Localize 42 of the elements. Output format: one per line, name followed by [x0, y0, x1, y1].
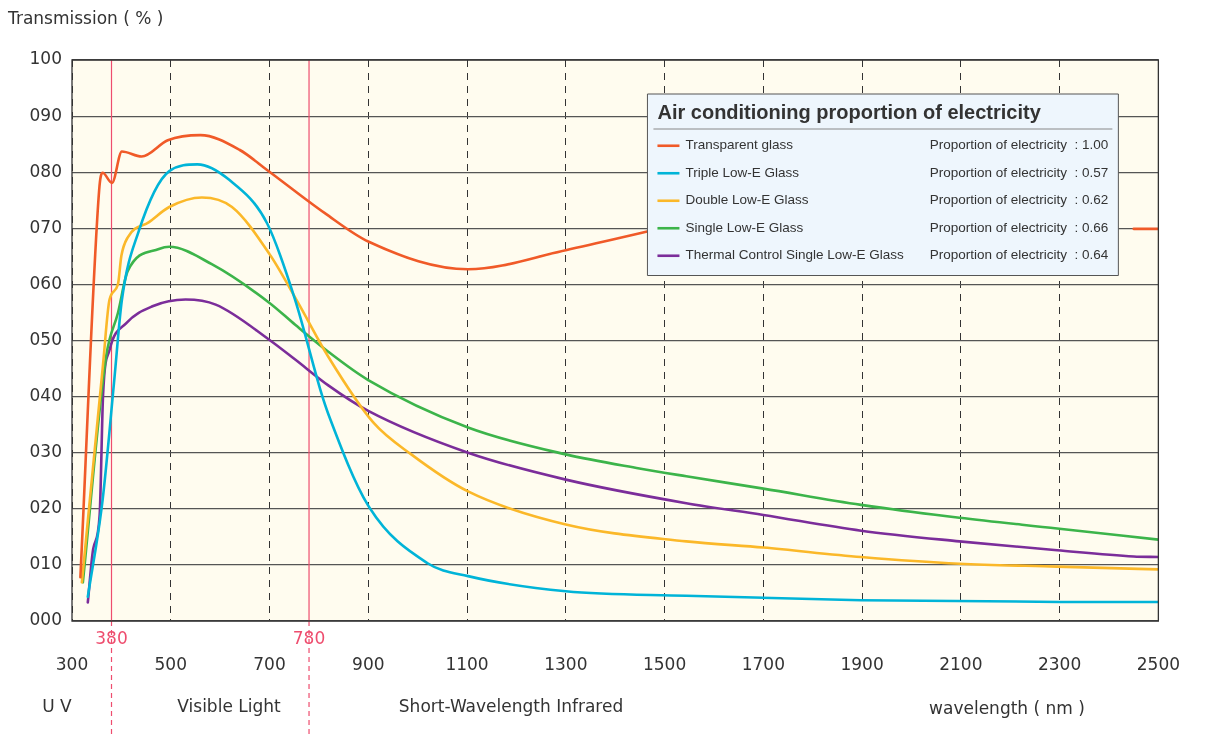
y-tick-label: 060 — [29, 272, 62, 293]
x-tick-label: 2300 — [1037, 653, 1082, 674]
annotation: Proportion of electricity : 1.00 — [929, 137, 1109, 153]
x-tick-label: 1500 — [642, 653, 687, 674]
y-tick-label: 070 — [29, 216, 62, 237]
y-tick-label: 000 — [29, 609, 62, 630]
legend-label: Double Low-E Glass — [685, 192, 809, 208]
y-tick-label: 050 — [29, 328, 62, 349]
legend-title: Air conditioning proportion of electricity — [657, 100, 1042, 123]
x-tick-label: 2100 — [939, 653, 983, 674]
text: Visible Light — [177, 696, 282, 717]
x-tick-label: 1300 — [544, 653, 588, 674]
y-tick-label: 030 — [29, 441, 62, 462]
ref-line-label: 780 — [292, 628, 326, 649]
ref-line-label: 380 — [95, 628, 128, 649]
x-tick-label: 2500 — [1136, 653, 1180, 674]
x-axis-title: wavelength ( nm ) — [929, 698, 1085, 719]
y-tick-label: 010 — [29, 553, 62, 574]
y-tick-label: 090 — [29, 104, 62, 125]
text: U V — [42, 696, 73, 717]
y-axis-title: Transmission ( % ) — [7, 8, 164, 29]
line-series — [86, 298, 1159, 604]
x-tick-label: 1100 — [445, 653, 489, 674]
legend-label: Triple Low-E Glass — [685, 164, 800, 180]
legend-label: Single Low-E Glass — [685, 219, 804, 235]
text: Short-Wavelength Infrared — [398, 696, 624, 717]
legend-label: Transparent glass — [685, 137, 794, 153]
legend-label: Thermal Control Single Low-E Glass — [685, 247, 905, 263]
x-tick-label: 1900 — [840, 653, 884, 674]
x-tick-label: 700 — [253, 653, 286, 674]
x-tick-label: 500 — [154, 653, 187, 674]
x-tick-label: 300 — [55, 653, 89, 674]
annotation: Proportion of electricity : 0.66 — [929, 219, 1109, 235]
y-tick-label: 100 — [29, 48, 62, 69]
y-tick-label: 020 — [29, 497, 62, 518]
annotation: Proportion of electricity : 0.62 — [929, 192, 1109, 208]
x-tick-label: 900 — [352, 653, 385, 674]
annotation: Proportion of electricity : 0.64 — [929, 247, 1109, 263]
annotation: Proportion of electricity : 0.57 — [929, 164, 1109, 180]
y-tick-label: 040 — [29, 385, 62, 406]
y-tick-label: 080 — [29, 160, 62, 181]
x-tick-label: 1700 — [741, 653, 785, 674]
